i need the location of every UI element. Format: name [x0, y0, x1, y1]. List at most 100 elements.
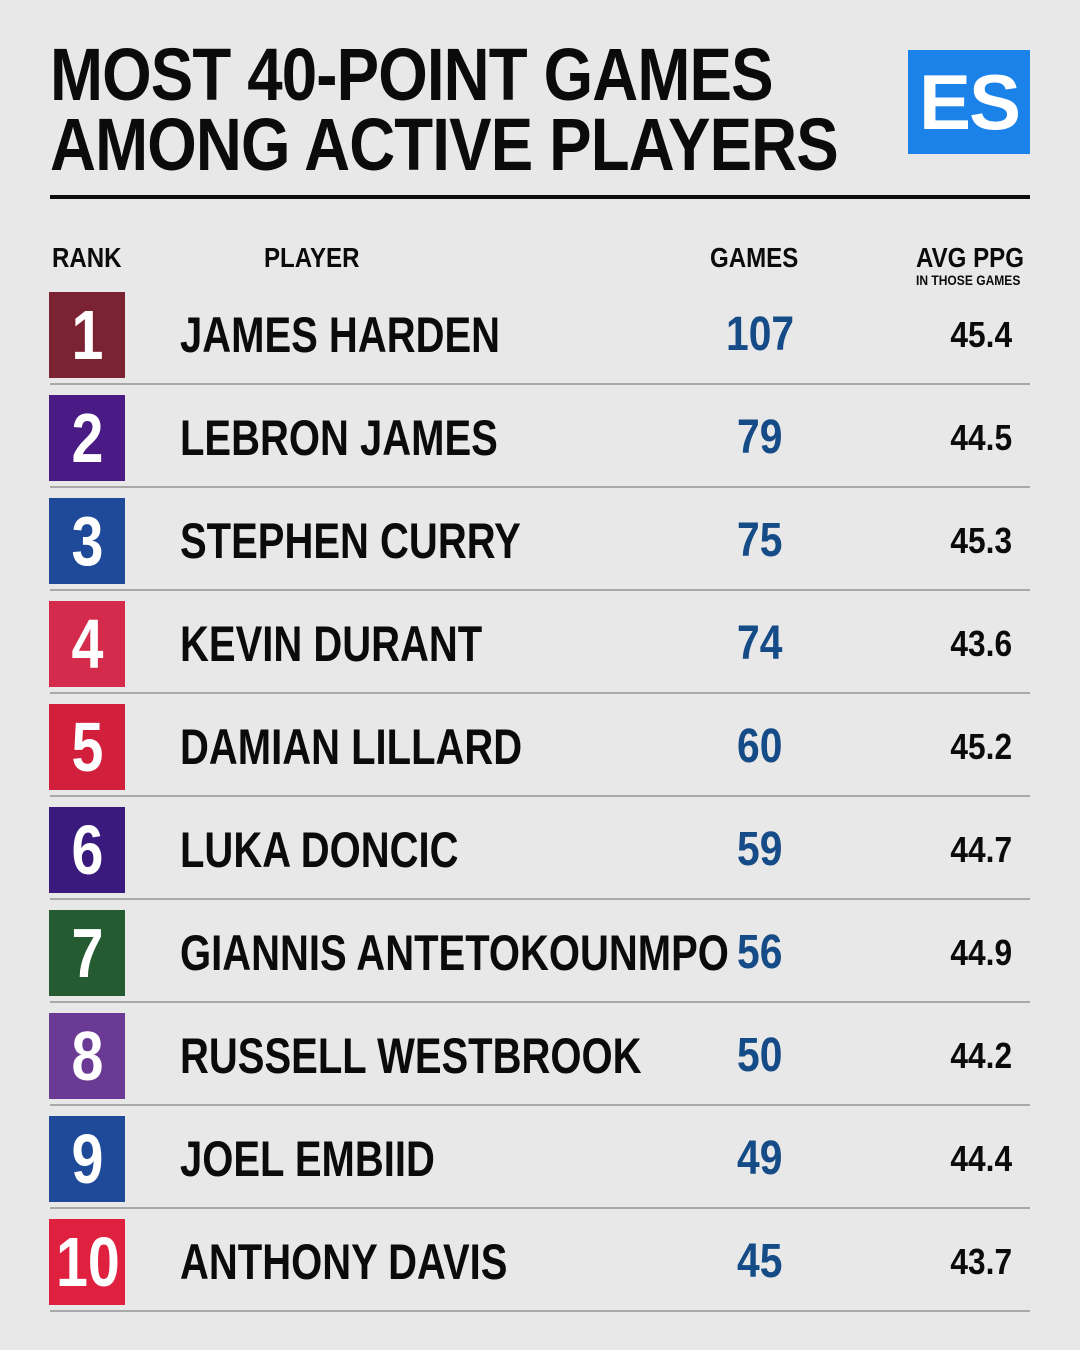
- player-name: KEVIN DURANT: [180, 616, 483, 672]
- row-divider: [50, 589, 1030, 591]
- games-count: 56: [737, 926, 783, 979]
- title-line-1: MOST 40-POINT GAMES: [50, 33, 774, 116]
- avg-ppg-value: 43.6: [950, 623, 1012, 664]
- games-count: 45: [737, 1235, 783, 1288]
- rank-badge: 4: [49, 601, 125, 687]
- row-divider: [50, 898, 1030, 900]
- avg-ppg-cell: 45.3: [900, 519, 1012, 563]
- page-title: MOST 40-POINT GAMES AMONG ACTIVE PLAYERS: [50, 33, 839, 186]
- games-count: 59: [737, 823, 783, 876]
- rank-badge: 8: [49, 1013, 125, 1099]
- avg-ppg-cell: 44.5: [900, 416, 1012, 460]
- table-row: 3 STEPHEN CURRY 75 45.3: [0, 493, 1080, 596]
- games-count-cell: 56: [700, 925, 820, 981]
- avg-ppg-cell: 44.7: [900, 828, 1012, 872]
- row-divider: [50, 1310, 1030, 1312]
- games-count: 49: [737, 1132, 783, 1185]
- games-count-cell: 59: [700, 822, 820, 878]
- header-rank: RANK: [52, 242, 122, 273]
- table-row: 8 RUSSELL WESTBROOK 50 44.2: [0, 1008, 1080, 1111]
- games-count: 79: [737, 411, 783, 464]
- table-row: 1 JAMES HARDEN 107 45.4: [0, 287, 1080, 390]
- rank-number: 5: [71, 708, 103, 786]
- rank-number: 4: [71, 605, 103, 683]
- avg-ppg-value: 43.7: [950, 1241, 1012, 1282]
- rank-number: 8: [71, 1017, 103, 1095]
- rank-number: 9: [71, 1120, 103, 1198]
- rank-badge: 3: [49, 498, 125, 584]
- table-row: 7 GIANNIS ANTETOKOUNMPO 56 44.9: [0, 905, 1080, 1008]
- row-divider: [50, 486, 1030, 488]
- avg-ppg-cell: 43.6: [900, 622, 1012, 666]
- player-name: RUSSELL WESTBROOK: [180, 1028, 642, 1084]
- rank-badge: 10: [49, 1219, 125, 1305]
- avg-ppg-cell: 44.4: [900, 1137, 1012, 1181]
- games-count: 50: [737, 1029, 783, 1082]
- games-count-cell: 79: [700, 410, 820, 466]
- avg-ppg-cell: 44.9: [900, 931, 1012, 975]
- table-row: 2 LEBRON JAMES 79 44.5: [0, 390, 1080, 493]
- player-name: DAMIAN LILLARD: [180, 719, 523, 775]
- table-row: 5 DAMIAN LILLARD 60 45.2: [0, 699, 1080, 802]
- games-count-cell: 107: [700, 307, 820, 363]
- row-divider: [50, 1207, 1030, 1209]
- table-row: 6 LUKA DONCIC 59 44.7: [0, 802, 1080, 905]
- avg-ppg-cell: 45.2: [900, 725, 1012, 769]
- rank-number: 6: [71, 811, 103, 889]
- rank-badge: 5: [49, 704, 125, 790]
- header-games: GAMES: [710, 242, 799, 273]
- table-row: 4 KEVIN DURANT 74 43.6: [0, 596, 1080, 699]
- games-count-cell: 49: [700, 1131, 820, 1187]
- row-divider: [50, 1104, 1030, 1106]
- title-line-2: AMONG ACTIVE PLAYERS: [50, 103, 839, 186]
- avg-ppg-cell: 44.2: [900, 1034, 1012, 1078]
- avg-ppg-cell: 43.7: [900, 1240, 1012, 1284]
- rank-number: 2: [71, 399, 103, 477]
- player-name: LUKA DONCIC: [180, 822, 459, 878]
- row-divider: [50, 795, 1030, 797]
- rank-number: 10: [56, 1223, 120, 1301]
- games-count-cell: 45: [700, 1234, 820, 1290]
- header-player: PLAYER: [264, 242, 360, 273]
- row-divider: [50, 1001, 1030, 1003]
- row-divider: [50, 692, 1030, 694]
- avg-ppg-cell: 45.4: [900, 313, 1012, 357]
- rank-badge: 1: [49, 292, 125, 378]
- rank-badge: 2: [49, 395, 125, 481]
- table-row: 9 JOEL EMBIID 49 44.4: [0, 1111, 1080, 1214]
- title-divider: [50, 195, 1030, 199]
- player-name: JAMES HARDEN: [180, 307, 501, 363]
- rank-badge: 7: [49, 910, 125, 996]
- row-divider: [50, 383, 1030, 385]
- rank-badge: 9: [49, 1116, 125, 1202]
- avg-ppg-value: 45.4: [950, 314, 1012, 355]
- games-count-cell: 50: [700, 1028, 820, 1084]
- avg-ppg-value: 44.5: [950, 417, 1012, 458]
- games-count-cell: 74: [700, 616, 820, 672]
- rank-number: 7: [71, 914, 103, 992]
- games-count-cell: 60: [700, 719, 820, 775]
- avg-ppg-value: 44.2: [950, 1035, 1012, 1076]
- avg-ppg-value: 44.4: [950, 1138, 1012, 1179]
- header-avg-ppg: AVG PPG: [916, 242, 1024, 273]
- avg-ppg-value: 45.3: [950, 520, 1012, 561]
- rank-number: 1: [71, 296, 103, 374]
- player-name: ANTHONY DAVIS: [180, 1234, 508, 1290]
- rank-badge: 6: [49, 807, 125, 893]
- games-count: 60: [737, 720, 783, 773]
- player-name: GIANNIS ANTETOKOUNMPO: [180, 925, 729, 981]
- player-name: JOEL EMBIID: [180, 1131, 435, 1187]
- games-count: 74: [737, 617, 783, 670]
- player-name: STEPHEN CURRY: [180, 513, 521, 569]
- header-avg-ppg-subtitle: IN THOSE GAMES: [916, 272, 1021, 288]
- games-count-cell: 75: [700, 513, 820, 569]
- brand-logo: ES: [908, 50, 1030, 154]
- rank-number: 3: [71, 502, 103, 580]
- avg-ppg-value: 44.9: [950, 932, 1012, 973]
- avg-ppg-value: 45.2: [950, 726, 1012, 767]
- player-name: LEBRON JAMES: [180, 410, 498, 466]
- games-count: 107: [725, 308, 795, 361]
- games-count: 75: [737, 514, 783, 567]
- avg-ppg-value: 44.7: [950, 829, 1012, 870]
